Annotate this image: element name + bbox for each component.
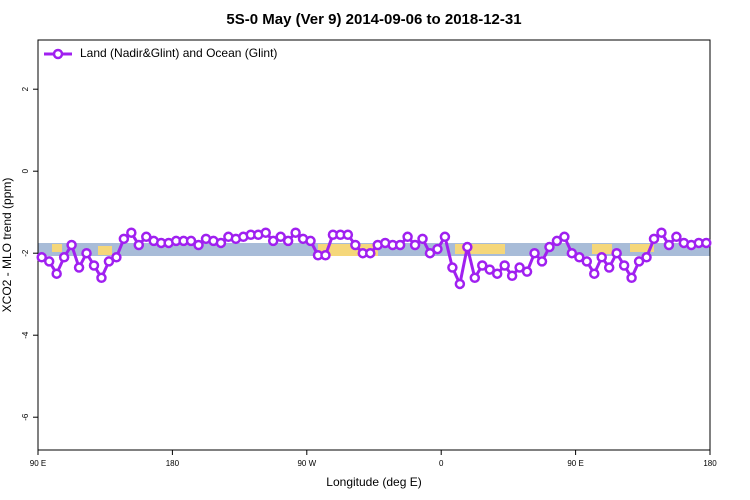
data-point (499, 260, 510, 271)
x-tick-label: 90 W (297, 459, 316, 468)
data-point (350, 239, 361, 251)
data-point (185, 235, 197, 247)
data-point (566, 247, 578, 259)
data-point (671, 231, 682, 243)
data-point (215, 237, 227, 249)
data-point (141, 231, 152, 243)
y-tick-label: 2 (21, 86, 30, 91)
data-point (432, 243, 443, 255)
data-point (491, 268, 503, 279)
data-point (133, 239, 145, 251)
data-point (118, 233, 130, 245)
data-point (81, 247, 92, 259)
data-point (394, 239, 406, 251)
y-tick-label: -4 (21, 331, 30, 339)
data-point (641, 252, 652, 263)
data-point (275, 231, 286, 243)
land-patch (52, 244, 62, 252)
legend-marker (52, 48, 64, 60)
data-point (439, 231, 451, 243)
data-point (73, 262, 85, 273)
x-tick-label: 0 (439, 459, 444, 468)
data-point (267, 235, 279, 247)
data-point (342, 229, 354, 240)
data-point (581, 256, 593, 267)
data-point (111, 252, 122, 263)
data-point (260, 227, 271, 238)
data-point (648, 233, 660, 245)
data-point (596, 252, 607, 263)
data-point (417, 233, 428, 245)
data-point (290, 227, 301, 238)
data-point (656, 227, 667, 238)
land-patch (630, 244, 654, 252)
data-point (320, 250, 331, 261)
x-tick-label: 180 (703, 459, 717, 468)
data-point (96, 272, 107, 284)
data-point (447, 262, 458, 273)
x-tick-label: 180 (166, 459, 180, 468)
x-tick-label: 90 E (567, 459, 583, 468)
data-point (365, 247, 376, 259)
data-point (454, 278, 466, 290)
y-axis-label: XCO2 - MLO trend (ppm) (0, 178, 14, 313)
data-point (462, 241, 473, 253)
data-point (701, 237, 712, 249)
data-point (506, 270, 518, 281)
data-point (36, 252, 47, 263)
data-point (611, 247, 622, 259)
chart-title: 5S-0 May (Ver 9) 2014-09-06 to 2018-12-3… (226, 11, 521, 28)
data-point (514, 262, 525, 273)
data-point (618, 260, 630, 271)
data-point (469, 272, 481, 284)
y-tick-label: -6 (21, 413, 30, 421)
data-point (477, 260, 488, 271)
data-point (521, 266, 533, 277)
data-point (551, 235, 563, 247)
data-point (58, 252, 70, 263)
data-point (559, 231, 570, 243)
data-point (282, 235, 294, 247)
data-point (633, 256, 645, 267)
data-point (589, 268, 600, 279)
x-tick-label: 90 E (30, 459, 46, 468)
legend-label: Land (Nadir&Glint) and Ocean (Glint) (80, 46, 277, 60)
data-point (409, 239, 421, 251)
y-tick-label: 0 (21, 168, 30, 173)
data-point (424, 247, 436, 259)
data-point (126, 227, 137, 238)
land-patch (592, 244, 612, 254)
data-point (43, 256, 55, 267)
data-point (66, 239, 77, 251)
land-patch (455, 244, 505, 254)
data-point (626, 272, 637, 284)
data-point (88, 260, 100, 271)
data-point (305, 235, 316, 247)
data-point (536, 256, 548, 267)
data-point (603, 262, 615, 273)
data-point (574, 252, 585, 263)
land-patch (98, 246, 112, 255)
data-point (103, 256, 115, 267)
x-axis-label: Longitude (deg E) (326, 475, 421, 489)
data-point (51, 268, 62, 279)
data-point (193, 239, 204, 251)
data-point (663, 239, 675, 251)
data-point (529, 247, 540, 259)
y-tick-label: -2 (21, 249, 30, 257)
data-point (402, 231, 413, 243)
data-point (484, 264, 495, 275)
data-point (544, 241, 555, 253)
